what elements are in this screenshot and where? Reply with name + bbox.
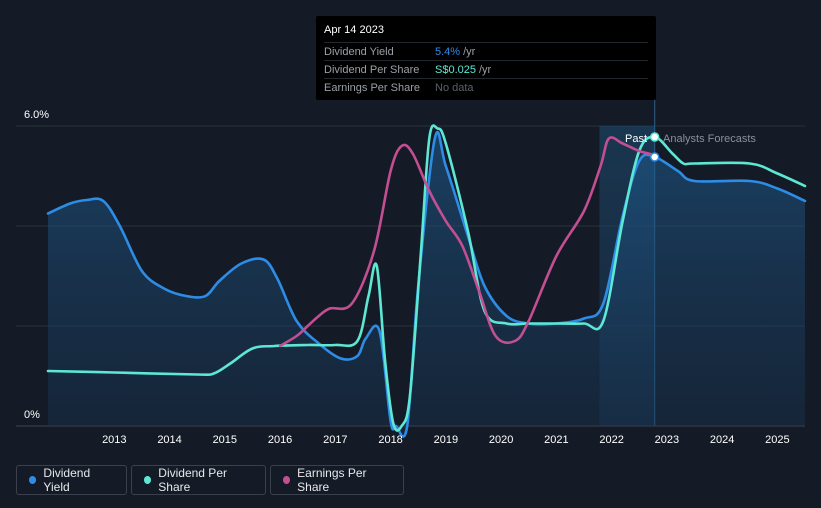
y-tick-zero: 0% [24, 409, 40, 421]
legend-earnings-per-share[interactable]: Earnings Per Share [270, 465, 404, 495]
legend-dividend-per-share[interactable]: Dividend Per Share [131, 465, 266, 495]
legend-dot-icon [29, 476, 37, 484]
dividend-yield-area [48, 132, 805, 437]
tooltip-label: Earnings Per Share [324, 81, 420, 94]
x-tick-label: 2022 [599, 434, 623, 446]
x-tick-label: 2018 [378, 434, 402, 446]
x-tick-label: 2019 [434, 434, 458, 446]
legend-dividend-yield[interactable]: Dividend Yield [16, 465, 127, 495]
x-tick-label: 2015 [213, 434, 237, 446]
tooltip-label: Dividend Yield [324, 45, 394, 58]
tooltip-value: S$0.025 [435, 63, 476, 76]
axis-labels: 2013 2014 2015 2016 2017 2018 2019 2020 2021 2022… [102, 434, 790, 446]
tooltip-row-yield: Dividend Yield 5.4% /yr [324, 42, 648, 60]
dividend-yield-marker [649, 152, 660, 162]
tooltip-label: Dividend Per Share [324, 63, 420, 76]
x-tick-label: 2024 [710, 434, 734, 446]
tooltip-unit: /yr [478, 63, 492, 76]
earnings-per-share-line [278, 136, 656, 348]
legend-label: Earnings Per Share [297, 466, 367, 494]
tooltip-unit: /yr [463, 45, 476, 58]
legend-dot-icon [144, 476, 152, 484]
dividend-per-share-marker [649, 132, 660, 142]
x-tick-label: 2021 [544, 434, 568, 446]
x-tick-label: 2023 [655, 434, 679, 446]
tooltip-value: No data [435, 81, 474, 94]
x-tick-label: 2016 [268, 434, 292, 446]
tooltip-row-eps: Earnings Per Share No data [324, 78, 648, 96]
x-tick-label: 2013 [102, 434, 126, 446]
legend-dot-icon [283, 476, 291, 484]
x-tick-label: 2014 [157, 434, 181, 446]
tooltip-date: Apr 14 2023 [324, 24, 384, 36]
x-tick-label: 2017 [323, 434, 347, 446]
x-tick-label: 2025 [765, 434, 789, 446]
legend-label: Dividend Yield [43, 466, 91, 494]
x-tick-label: 2020 [489, 434, 513, 446]
forecast-label: Analysts Forecasts [663, 133, 756, 145]
y-tick-max: 6.0% [24, 109, 49, 121]
hover-tooltip: Apr 14 2023 Dividend Yield 5.4% /yr Divi… [316, 16, 656, 100]
tooltip-row-dps: Dividend Per Share S$0.025 /yr [324, 60, 648, 78]
legend-label: Dividend Per Share [158, 466, 227, 494]
current-markers [649, 132, 660, 162]
past-label: Past [625, 133, 647, 145]
tooltip-value: 5.4% [435, 45, 461, 58]
area-fills [48, 132, 805, 437]
